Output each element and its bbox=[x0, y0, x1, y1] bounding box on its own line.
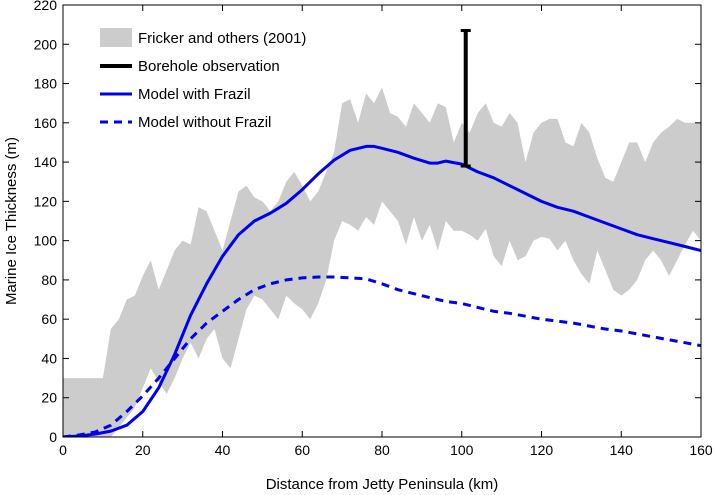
legend-label-model-frazil: Model with Frazil bbox=[138, 86, 251, 103]
y-axis-label: Marine Ice Thickness (m) bbox=[3, 137, 20, 305]
y-tick-label: 140 bbox=[34, 154, 58, 170]
x-tick-label: 40 bbox=[215, 442, 231, 458]
series-borehole-observation bbox=[460, 29, 471, 168]
x-tick-label: 120 bbox=[530, 442, 554, 458]
legend: Fricker and others (2001) Borehole obser… bbox=[100, 28, 306, 131]
x-tick-label: 100 bbox=[450, 442, 474, 458]
y-tick-label: 20 bbox=[41, 390, 57, 406]
x-tick-label: 140 bbox=[610, 442, 634, 458]
y-tick-label: 40 bbox=[41, 350, 57, 366]
x-tick-label: 60 bbox=[294, 442, 310, 458]
y-tick-label: 220 bbox=[34, 0, 58, 13]
legend-label-fricker: Fricker and others (2001) bbox=[138, 30, 306, 47]
y-tick-label: 80 bbox=[41, 272, 57, 288]
x-axis-label: Distance from Jetty Peninsula (km) bbox=[266, 476, 499, 493]
legend-swatch-band bbox=[100, 28, 132, 47]
series-fricker-band bbox=[63, 87, 701, 437]
y-tick-label: 120 bbox=[34, 193, 58, 209]
y-tick-label: 0 bbox=[49, 429, 57, 445]
legend-label-model-no-frazil: Model without Frazil bbox=[138, 114, 271, 131]
x-tick-label: 160 bbox=[689, 442, 713, 458]
legend-label-borehole: Borehole observation bbox=[138, 58, 280, 75]
x-tick-label: 20 bbox=[135, 442, 151, 458]
x-tick-label: 0 bbox=[59, 442, 67, 458]
x-tick-label: 80 bbox=[374, 442, 390, 458]
axis-ticks: 0 20 40 60 80 100 120 140 160 0 20 40 60 80 100 120 140 1… bbox=[34, 0, 713, 458]
y-tick-label: 160 bbox=[34, 115, 58, 131]
y-tick-label: 60 bbox=[41, 311, 57, 327]
y-tick-label: 200 bbox=[34, 36, 58, 52]
y-tick-label: 180 bbox=[34, 76, 58, 92]
plot-area bbox=[63, 87, 701, 437]
series-model-with-frazil bbox=[63, 144, 701, 437]
y-tick-label: 100 bbox=[34, 233, 58, 249]
